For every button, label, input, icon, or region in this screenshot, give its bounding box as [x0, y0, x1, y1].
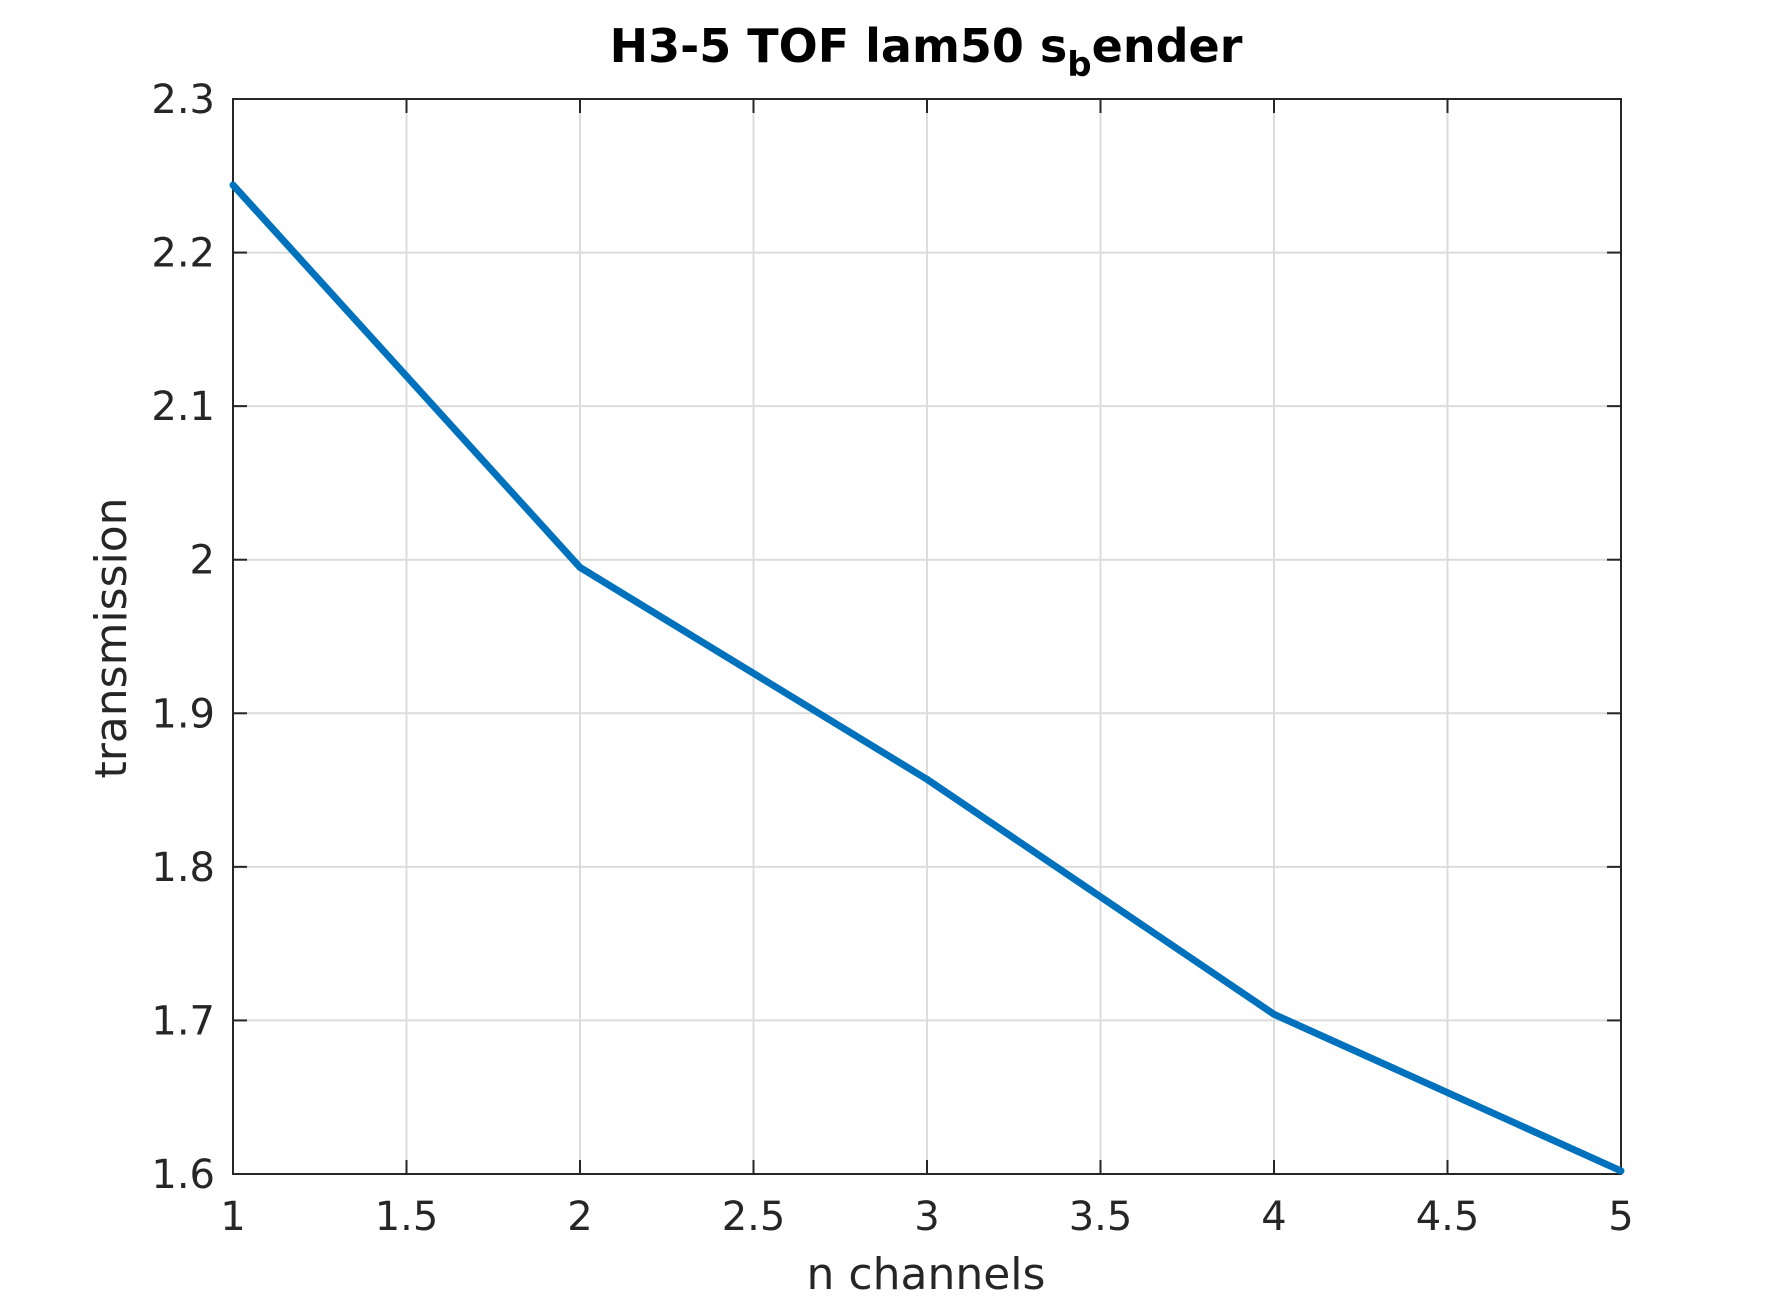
series-layer [229, 181, 1625, 1175]
y-tick-label: 2 [190, 538, 215, 584]
chart-title-rest: ender [1092, 19, 1243, 73]
x-tick-label: 4.5 [1416, 1194, 1480, 1240]
data-point [923, 775, 931, 783]
x-tick-label: 2.5 [722, 1194, 786, 1240]
chart-title-main: H3-5 TOF lam50 s [610, 19, 1068, 73]
data-point [1270, 1010, 1278, 1018]
x-tick-label: 3 [914, 1194, 939, 1240]
y-tick-label: 2.1 [151, 384, 215, 430]
y-tick-label: 1.8 [151, 845, 215, 891]
y-tick-label: 2.2 [151, 231, 215, 277]
x-tick-label: 1 [220, 1194, 245, 1240]
y-tick-label: 1.7 [151, 998, 215, 1044]
x-axis-tick-labels: 1 1.5 2 2.5 3 3.5 4 4.5 5 [220, 1194, 1633, 1240]
x-tick-label: 3.5 [1069, 1194, 1133, 1240]
chart-title-subscript: b [1067, 45, 1091, 85]
y-tick-label: 1.9 [151, 691, 215, 737]
x-axis-label: n channels [807, 1249, 1046, 1300]
x-tick-label: 4 [1261, 1194, 1286, 1240]
x-tick-label: 5 [1608, 1194, 1633, 1240]
y-axis-tick-labels: 1.6 1.7 1.8 1.9 2 2.1 2.2 2.3 [151, 77, 215, 1198]
y-tick-label: 2.3 [151, 77, 215, 123]
data-point [1617, 1167, 1625, 1175]
chart-title: H3-5 TOF lam50 sbender [610, 19, 1243, 85]
x-tick-label: 1.5 [375, 1194, 439, 1240]
grid-lines [233, 99, 1621, 1174]
data-point [229, 181, 237, 189]
x-tick-label: 2 [567, 1194, 592, 1240]
y-axis-label: transmission [86, 497, 137, 778]
data-point [576, 563, 584, 571]
y-tick-label: 1.6 [151, 1152, 215, 1198]
